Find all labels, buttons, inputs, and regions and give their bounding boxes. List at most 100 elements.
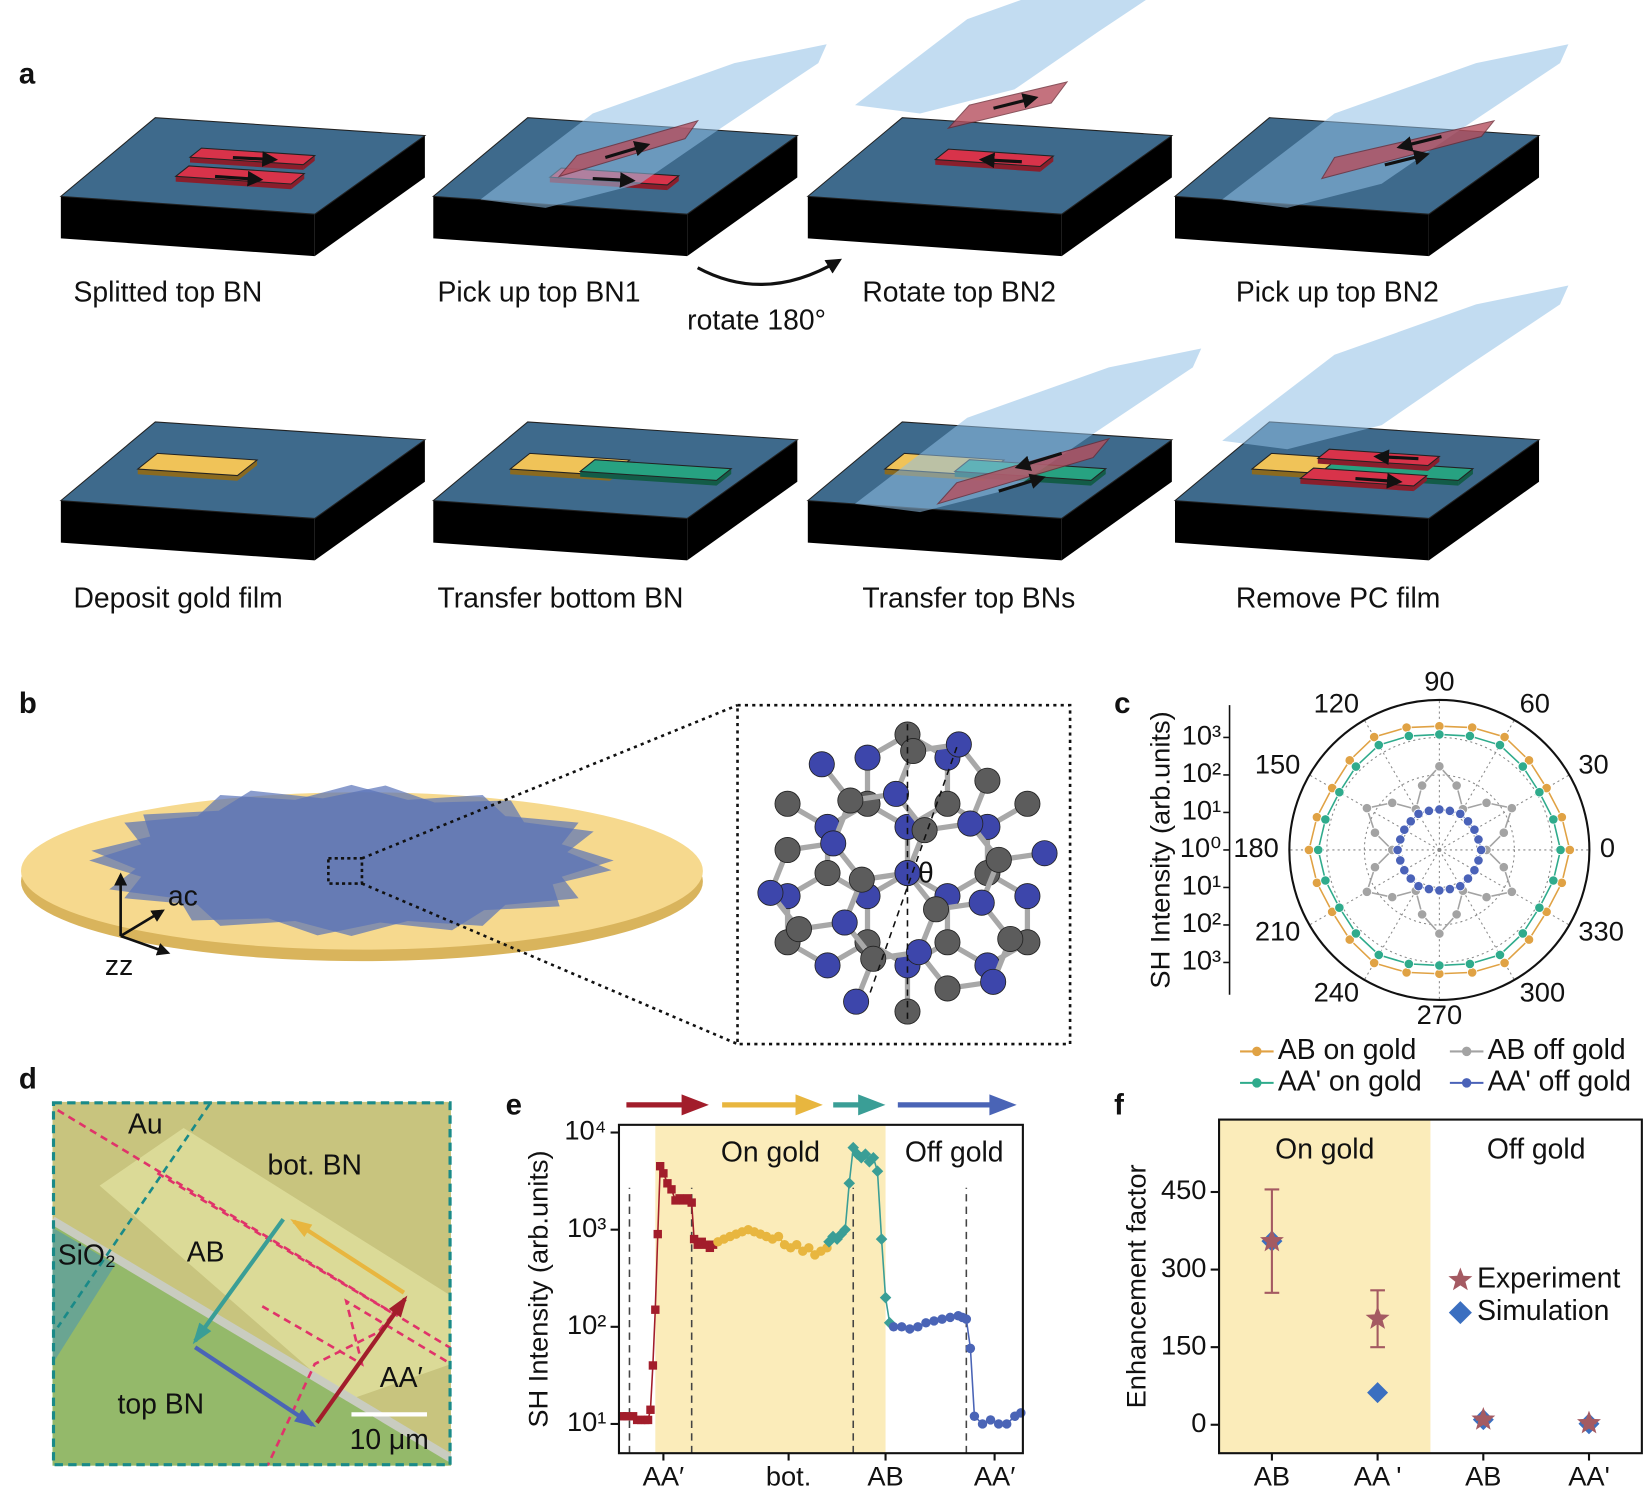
plot-frame xyxy=(1218,1118,1643,1455)
y-tick-label: 10² xyxy=(567,1309,606,1340)
substrate-front xyxy=(60,196,315,257)
data-point xyxy=(1462,816,1474,827)
marker xyxy=(929,1316,939,1326)
region-label: Off gold xyxy=(905,1137,1004,1169)
data-point xyxy=(1451,780,1462,791)
atom xyxy=(774,836,801,863)
data-point xyxy=(1517,761,1528,772)
legend-label: AA' off gold xyxy=(1488,1065,1631,1097)
marker xyxy=(859,1148,872,1160)
flake-edge xyxy=(1413,475,1427,492)
data-point xyxy=(1464,730,1476,742)
data-point xyxy=(1399,824,1410,835)
pc-film xyxy=(1222,285,1569,450)
y-tick-label: 300 xyxy=(1161,1252,1207,1283)
data-point xyxy=(1369,862,1381,873)
atom xyxy=(985,846,1012,873)
scan-arrow xyxy=(292,1219,406,1295)
region-label: AA′ xyxy=(380,1362,423,1394)
scan-arrow xyxy=(315,1297,407,1424)
marker xyxy=(913,1322,923,1332)
data-point xyxy=(1556,877,1567,888)
atom xyxy=(831,909,858,936)
marker xyxy=(969,1411,980,1421)
marker xyxy=(689,1234,699,1244)
r-tick-label: 10³ xyxy=(1182,945,1221,976)
marker xyxy=(655,1162,665,1171)
y-tick-label: 10³ xyxy=(567,1212,606,1243)
theta-label: 330 xyxy=(1578,916,1624,947)
atom xyxy=(1014,883,1041,910)
flake-edge xyxy=(1317,458,1428,471)
step-caption: Splitted top BN xyxy=(73,276,262,308)
data-point xyxy=(1313,844,1324,856)
atom xyxy=(905,939,932,966)
substrate-front xyxy=(60,500,315,561)
bn-flake xyxy=(91,785,612,936)
atom xyxy=(820,830,847,857)
atom xyxy=(785,916,812,943)
step-caption: Pick up top BN1 xyxy=(437,276,640,308)
step-caption: Remove PC film xyxy=(1236,583,1441,615)
panel-label: b xyxy=(19,687,37,720)
arrow xyxy=(998,473,1046,493)
theta-label: 30 xyxy=(1578,749,1608,780)
marker xyxy=(896,1322,907,1332)
zoom-line xyxy=(361,703,739,860)
data-point xyxy=(1434,804,1445,815)
data-point xyxy=(1548,814,1559,825)
arrow xyxy=(978,152,1022,169)
atom xyxy=(900,738,927,765)
data-point xyxy=(1564,844,1575,856)
arrow xyxy=(1396,135,1442,152)
step-caption: Rotate top BN2 xyxy=(862,276,1056,308)
legend-label: Simulation xyxy=(1477,1295,1609,1327)
step-caption: Transfer top BNs xyxy=(862,583,1075,615)
marker xyxy=(921,1318,931,1328)
arrow xyxy=(1373,449,1419,466)
shaded-region xyxy=(655,1124,886,1454)
marker xyxy=(791,1239,802,1250)
pc-film xyxy=(855,348,1202,513)
data-point xyxy=(1387,797,1398,808)
data-point xyxy=(1494,739,1506,751)
angle-line xyxy=(867,746,958,998)
data-point xyxy=(1506,802,1517,814)
data-point xyxy=(1481,797,1492,808)
data-point xyxy=(1434,885,1445,896)
step-caption: Pick up top BN2 xyxy=(1236,276,1439,308)
data-point xyxy=(1467,722,1478,733)
data-point xyxy=(1405,873,1416,884)
data-point xyxy=(1423,805,1435,817)
data-point xyxy=(1464,958,1476,970)
flake xyxy=(578,459,733,481)
grid-spoke xyxy=(1363,849,1440,981)
atom xyxy=(808,751,835,778)
atom xyxy=(1031,840,1058,867)
segment-arrowhead xyxy=(795,1094,823,1116)
arrow xyxy=(1014,451,1063,471)
r-tick-label: 10² xyxy=(1182,757,1221,788)
marker xyxy=(618,1412,627,1421)
data-point xyxy=(1350,928,1362,939)
marker xyxy=(667,1185,676,1194)
legend-dot xyxy=(1252,1046,1262,1057)
atom xyxy=(923,896,950,923)
substrate-side xyxy=(1428,439,1540,561)
y-axis-title: Enhancement factor xyxy=(1120,1164,1151,1408)
data-point xyxy=(1473,855,1484,866)
region-label: top BN xyxy=(118,1388,205,1420)
atom xyxy=(957,810,984,837)
data-point xyxy=(1373,739,1384,751)
grid-spoke xyxy=(1438,849,1515,981)
marker xyxy=(1259,1228,1284,1252)
legend-label: AB off gold xyxy=(1488,1034,1626,1066)
marker xyxy=(659,1169,668,1178)
atom xyxy=(997,925,1024,952)
theta-label: 150 xyxy=(1255,749,1301,780)
data-point xyxy=(1498,862,1509,873)
arrow xyxy=(993,93,1039,110)
rotate-caption: rotate 180° xyxy=(687,305,826,337)
axis-label: zz xyxy=(105,950,133,982)
